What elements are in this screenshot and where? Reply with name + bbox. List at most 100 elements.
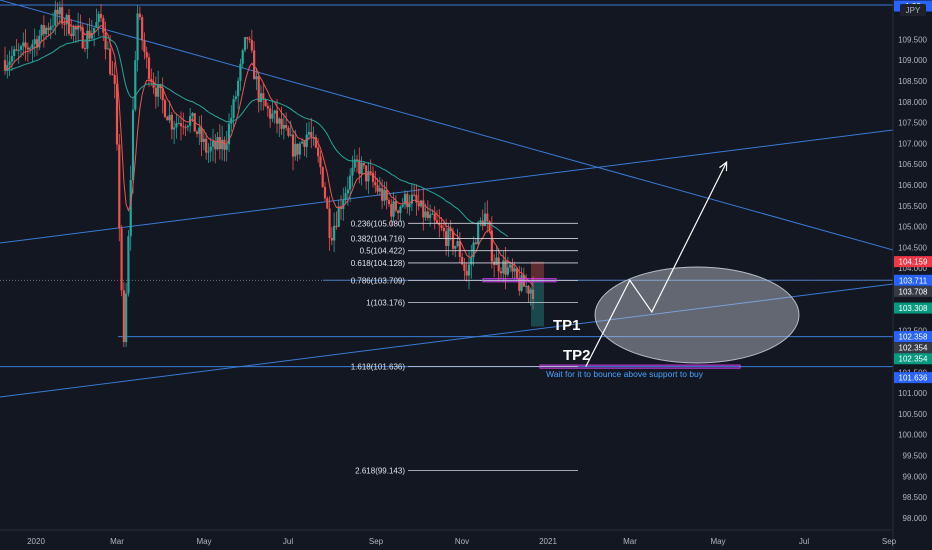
candle-body: [294, 143, 297, 157]
candle-body: [419, 200, 423, 207]
candle-body: [111, 74, 114, 76]
y-tick-label: 99.500: [903, 452, 928, 461]
price-badges: 1.33104.159103.711103.708103.308102.3581…: [894, 0, 932, 384]
candle-body: [522, 275, 525, 287]
trendlines[interactable]: [0, 0, 894, 398]
y-tick-label: 98.500: [903, 493, 928, 502]
candle-body: [335, 225, 338, 227]
candle-body: [83, 48, 87, 50]
ascending-support-line[interactable]: [0, 283, 894, 398]
candle-body: [145, 51, 148, 58]
candle-body: [58, 7, 61, 15]
x-tick-label: 2020: [27, 537, 45, 546]
candle-body: [474, 242, 477, 245]
candle-body: [456, 240, 459, 247]
candle-body: [342, 200, 345, 209]
price-badge-label: 102.354: [899, 355, 928, 364]
symbol-tag: JPY: [900, 4, 926, 16]
price-badge-label: 102.354: [899, 344, 928, 353]
buy-zone-ellipse[interactable]: [594, 266, 800, 364]
candle-body: [99, 13, 103, 19]
candle-body: [504, 260, 507, 275]
projection-arrowhead: [719, 160, 728, 172]
candle-body: [273, 110, 276, 114]
candle-body: [209, 146, 212, 152]
candle-body: [509, 264, 512, 268]
candle-body: [333, 225, 336, 241]
candle-body: [291, 134, 295, 157]
candle-body: [353, 159, 356, 168]
candle-body: [431, 213, 434, 215]
candle-body: [237, 80, 240, 97]
candle-body: [104, 32, 107, 50]
price-badge-label: 102.358: [899, 333, 928, 342]
candle-body: [95, 22, 98, 28]
candle-body: [376, 185, 379, 192]
candle-body: [502, 260, 505, 274]
candle-body: [182, 126, 185, 128]
y-tick-label: 107.500: [898, 119, 927, 128]
candle-body: [232, 99, 235, 118]
candle-body: [461, 256, 464, 265]
descending-trendline[interactable]: [0, 0, 894, 251]
candle-body: [51, 25, 55, 27]
candle-body: [344, 193, 347, 201]
candle-body: [243, 37, 247, 51]
time-axis[interactable]: 2020 Mar May Jul Sep Nov 2021 Mar May Jul Sep: [0, 529, 897, 546]
candle-body: [355, 159, 359, 161]
candle-body: [381, 188, 384, 201]
candle-body: [198, 127, 201, 134]
candle-body: [67, 14, 71, 34]
candle-body: [323, 186, 327, 199]
x-tick-label: 2021: [539, 537, 557, 546]
price-badge: [894, 342, 932, 354]
fib-level-label: 0.786(103.709): [351, 276, 406, 285]
candle-body: [191, 113, 194, 117]
candle-body: [529, 289, 532, 294]
candle-body: [10, 56, 13, 62]
candle-body: [298, 143, 301, 155]
y-tick-label: 104.500: [898, 243, 927, 252]
price-badge-label: 103.308: [899, 304, 928, 313]
price-badge: [894, 302, 932, 314]
candle-body: [47, 27, 50, 30]
candle-body: [467, 264, 471, 276]
candle-body: [6, 65, 9, 71]
candle-body: [147, 57, 151, 80]
candle-body: [285, 125, 288, 128]
ascending-resistance-line[interactable]: [0, 129, 894, 244]
candle-body: [435, 220, 439, 224]
candle-body: [429, 214, 432, 219]
projection-path[interactable]: [585, 161, 728, 367]
price-badge-label: 104.159: [899, 258, 928, 267]
candle-body: [289, 134, 292, 136]
x-tick-label: Sep: [369, 537, 384, 546]
candle-body: [392, 201, 395, 217]
candle-body: [305, 134, 308, 147]
candle-body: [422, 200, 425, 218]
candle-body: [131, 109, 135, 181]
drawings[interactable]: TP1 TP2 Wait for it to bounce above supp…: [546, 160, 800, 379]
candle-body: [515, 268, 519, 279]
candle-body: [33, 39, 36, 45]
moving-averages: [4, 20, 534, 287]
candle-body: [472, 242, 475, 258]
candle-body: [120, 228, 123, 291]
candle-body: [13, 49, 16, 57]
candle-body: [127, 236, 130, 294]
candle-body: [86, 30, 89, 49]
fib-level-label: 0.382(104.716): [351, 234, 406, 243]
candle-body: [403, 193, 407, 205]
price-badge-label: 103.711: [899, 276, 928, 285]
candle-body: [287, 127, 290, 136]
candle-body: [186, 125, 189, 128]
candle-body: [184, 127, 187, 129]
candle-body: [115, 83, 119, 145]
x-tick-label: Sep: [882, 537, 897, 546]
y-tick-label: 98.000: [903, 514, 928, 523]
candle-body: [234, 96, 237, 100]
x-tick-label: May: [710, 537, 725, 546]
fibonacci-levels[interactable]: 0.236(105.080) 0.382(104.716) 0.5(104.422)…: [351, 219, 741, 475]
candle-body: [154, 87, 157, 97]
